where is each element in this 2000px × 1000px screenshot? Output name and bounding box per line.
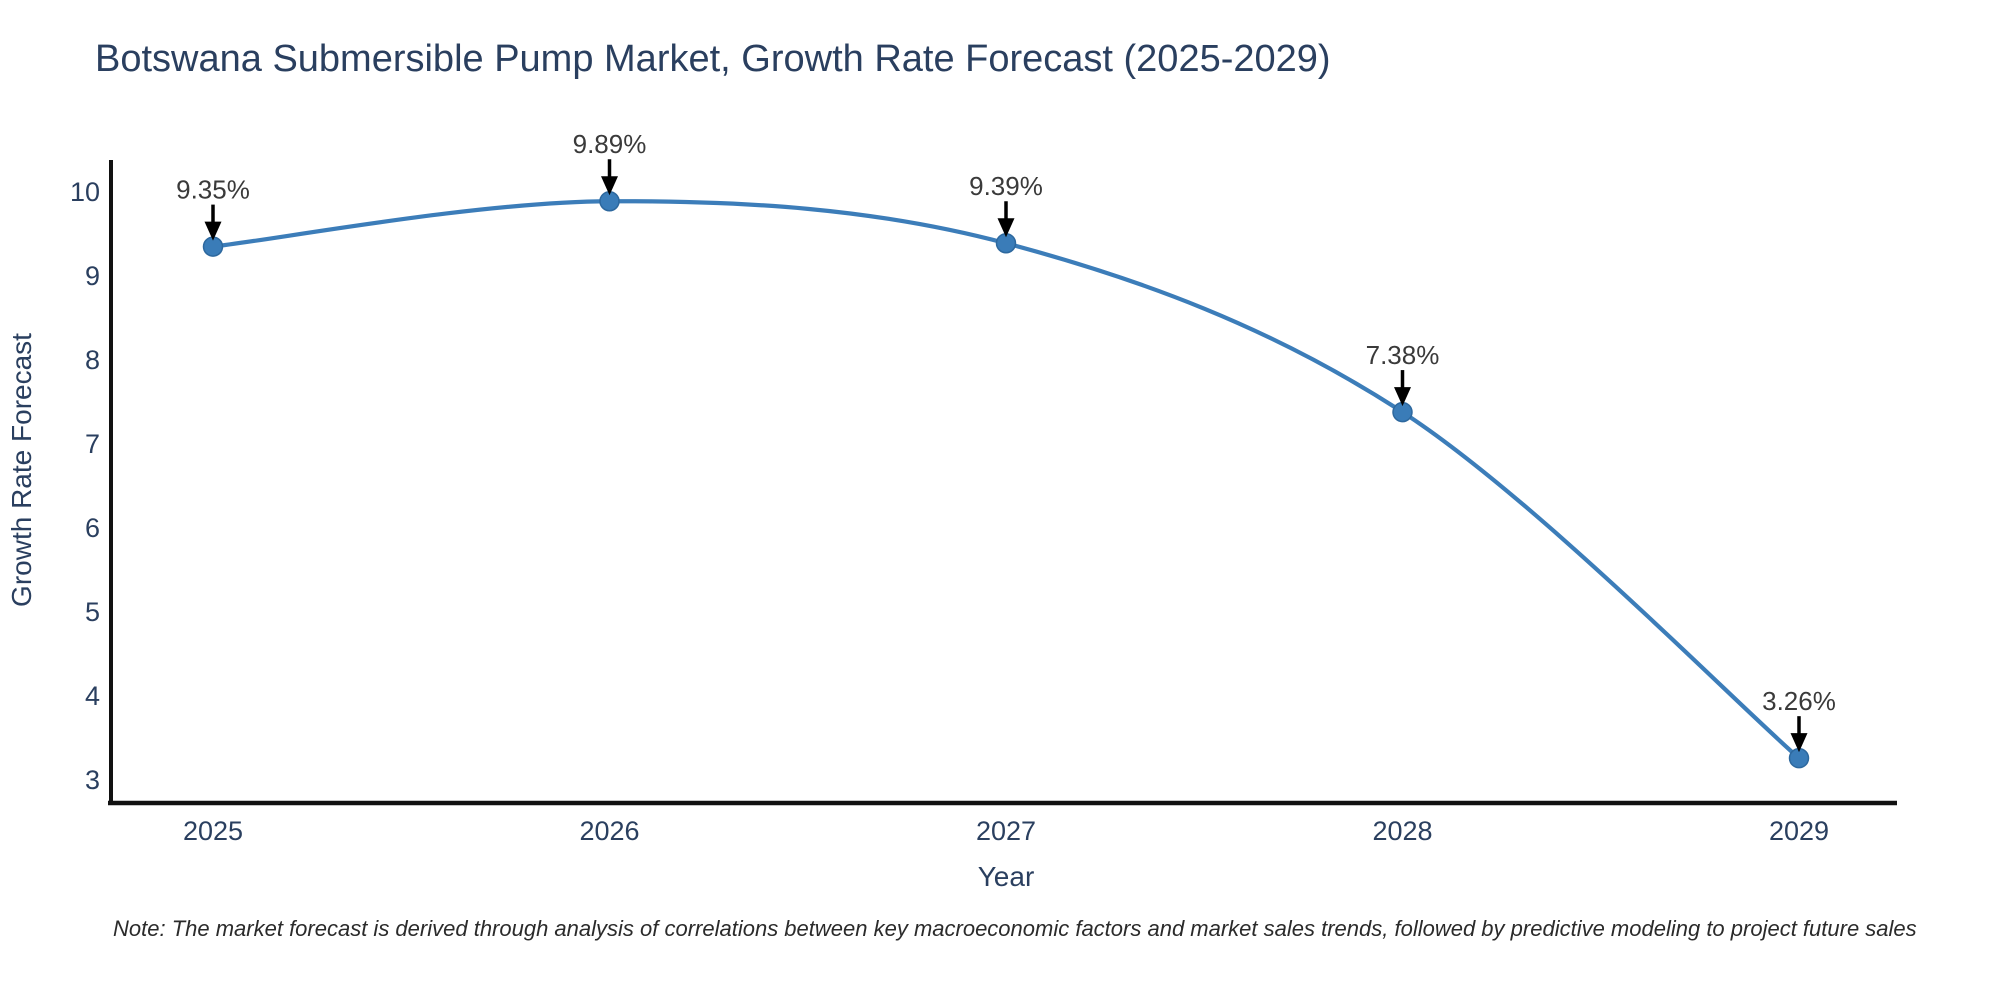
x-axis-title: Year bbox=[978, 861, 1035, 892]
y-tick-label: 9 bbox=[85, 261, 100, 291]
chart-footnote: Note: The market forecast is derived thr… bbox=[113, 916, 1917, 941]
x-tick-label: 2025 bbox=[183, 816, 243, 846]
y-tick-label: 3 bbox=[85, 765, 100, 795]
annotation-label: 9.89% bbox=[573, 129, 647, 159]
annotation-label: 9.39% bbox=[969, 171, 1043, 201]
y-tick-label: 5 bbox=[85, 597, 100, 627]
x-tick-label: 2028 bbox=[1372, 816, 1432, 846]
x-tick-label: 2027 bbox=[976, 816, 1036, 846]
y-axis-title: Growth Rate Forecast bbox=[6, 333, 37, 607]
annotation-label: 3.26% bbox=[1762, 686, 1836, 716]
annotation-arrowhead-icon bbox=[601, 176, 618, 196]
y-tick-label: 4 bbox=[85, 681, 100, 711]
annotation-label: 9.35% bbox=[176, 175, 250, 205]
annotation-arrowhead-icon bbox=[997, 218, 1015, 238]
y-tick-label: 8 bbox=[85, 345, 100, 375]
y-tick-label: 6 bbox=[85, 513, 100, 543]
trend-line bbox=[210, 199, 1802, 761]
x-tick-label: 2026 bbox=[579, 816, 639, 846]
annotation-arrowhead-icon bbox=[204, 221, 222, 241]
x-tick-label: 2029 bbox=[1769, 816, 1829, 846]
annotation-arrowhead-icon bbox=[1790, 733, 1808, 753]
chart-title: Botswana Submersible Pump Market, Growth… bbox=[95, 38, 1331, 80]
annotation-label: 7.38% bbox=[1366, 340, 1440, 370]
annotation-arrowhead-icon bbox=[1394, 387, 1411, 407]
y-tick-label: 10 bbox=[70, 177, 100, 207]
y-tick-label: 7 bbox=[85, 429, 100, 459]
